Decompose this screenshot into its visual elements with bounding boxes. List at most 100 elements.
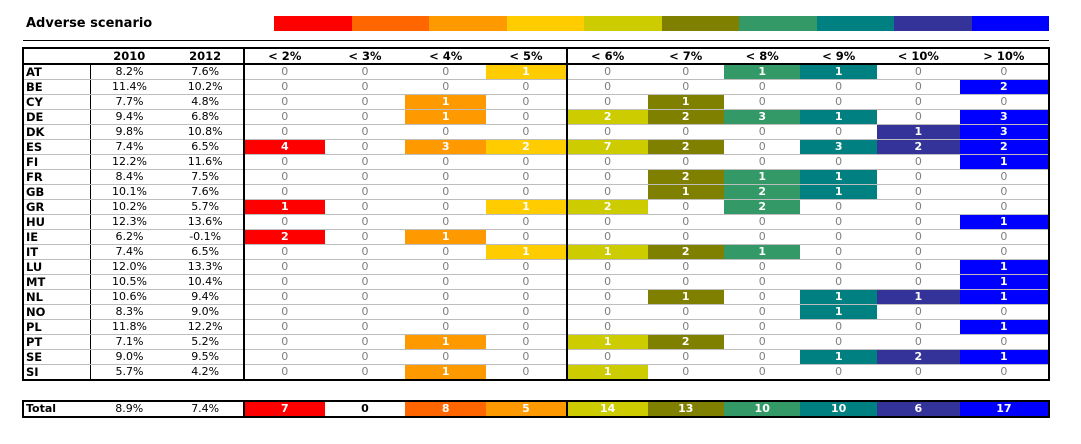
bin-cell: 1 <box>566 334 648 350</box>
bin-cell: 2 <box>876 349 960 365</box>
bin-cell: 0 <box>723 79 801 95</box>
total-bin: 14 <box>566 401 648 417</box>
ratio-2012-cell: 4.8% <box>167 94 245 110</box>
bin-cell: 0 <box>486 289 568 305</box>
ratio-2010-cell: 8.4% <box>90 169 168 185</box>
bin-cell: 0 <box>959 94 1049 110</box>
bin-cell: 0 <box>800 94 877 110</box>
bin-cell: 0 <box>243 349 325 365</box>
bin-cell: 0 <box>876 334 960 350</box>
total-bin: 5 <box>486 401 568 417</box>
bin-cell: 0 <box>959 364 1049 381</box>
ratio-2012-cell: 4.2% <box>167 364 245 381</box>
country-cell: IE <box>23 229 92 245</box>
bin-cell: 0 <box>647 304 724 320</box>
bin-cell: 0 <box>324 139 406 155</box>
total-2010: 8.9% <box>115 402 144 415</box>
table-row: IE 6.2% -0.1% 2 0 1 0 0 0 0 0 0 0 <box>23 229 1049 245</box>
bin-cell: 0 <box>324 124 406 140</box>
bin-cell: 0 <box>243 364 325 381</box>
bin-header: < 10% <box>876 48 960 65</box>
bin-cell: 0 <box>324 199 406 215</box>
bin-cell: 0 <box>876 169 960 185</box>
bin-cell: 0 <box>243 184 325 200</box>
bin-cell: 0 <box>566 94 648 110</box>
table-row: SI 5.7% 4.2% 0 0 1 0 1 0 0 0 0 0 <box>23 364 1049 381</box>
bin-cell: 0 <box>723 334 801 350</box>
bin-cell: 0 <box>876 79 960 95</box>
ratio-2012-cell: 5.2% <box>167 334 245 350</box>
bin-cell: 0 <box>405 124 487 140</box>
bin-cell: 0 <box>647 349 724 365</box>
bin-cell: 0 <box>486 349 568 365</box>
bin-cell: 2 <box>647 109 724 125</box>
bin-cell: 2 <box>723 199 801 215</box>
bin-cell: 0 <box>723 319 801 335</box>
table-row: GR 10.2% 5.7% 1 0 0 1 2 0 2 0 0 0 <box>23 199 1049 215</box>
bin-cell: 1 <box>959 214 1049 230</box>
bin-cell: 0 <box>566 229 648 245</box>
bin-cell: 1 <box>959 289 1049 305</box>
bin-cell: 1 <box>723 64 801 80</box>
table-row: FI 12.2% 11.6% 0 0 0 0 0 0 0 0 0 1 <box>23 154 1049 170</box>
bin-cell: 0 <box>800 274 877 290</box>
legend-swatch <box>506 16 584 31</box>
bin-cell: 0 <box>324 349 406 365</box>
country-cell: NL <box>23 289 92 305</box>
legend-swatch <box>584 16 662 31</box>
bin-cell: 0 <box>876 154 960 170</box>
ratio-2010-cell: 5.7% <box>90 364 168 381</box>
bin-cell: 0 <box>486 319 568 335</box>
bin-header: < 4% <box>405 48 487 65</box>
ratio-2012-cell: 5.7% <box>167 199 245 215</box>
year-2012-header: 2012 <box>167 48 245 65</box>
bin-cell: 0 <box>566 214 648 230</box>
ratio-2012-cell: 13.6% <box>167 214 245 230</box>
country-cell: LU <box>23 259 92 275</box>
country-cell: AT <box>23 64 92 80</box>
bin-cell: 0 <box>243 319 325 335</box>
bin-cell: 0 <box>405 214 487 230</box>
bin-cell: 0 <box>324 214 406 230</box>
table-row: AT 8.2% 7.6% 0 0 0 1 0 0 1 1 0 0 <box>23 64 1049 80</box>
ratio-2010-cell: 8.3% <box>90 304 168 320</box>
bin-cell: 1 <box>647 289 724 305</box>
bin-cell: 0 <box>723 289 801 305</box>
total-row: Total 8.9% 7.4% 7 0 8 5 14 13 10 10 6 17 <box>23 401 1049 417</box>
bin-cell: 0 <box>243 94 325 110</box>
bin-cell: 0 <box>647 229 724 245</box>
bin-header: < 9% <box>800 48 877 65</box>
bin-cell: 0 <box>800 79 877 95</box>
bin-cell: 0 <box>800 259 877 275</box>
bin-cell: 0 <box>243 214 325 230</box>
table-row: HU 12.3% 13.6% 0 0 0 0 0 0 0 0 0 1 <box>23 214 1049 230</box>
country-cell: MT <box>23 274 92 290</box>
ratio-2012-cell: 7.6% <box>167 64 245 80</box>
bin-cell: 0 <box>324 94 406 110</box>
ratio-2012-cell: 7.6% <box>167 184 245 200</box>
country-cell: GR <box>23 199 92 215</box>
total-bin: 6 <box>876 401 960 417</box>
ratio-2010-cell: 9.8% <box>90 124 168 140</box>
ratio-2012-cell: 9.0% <box>167 304 245 320</box>
bin-cell: 0 <box>486 229 568 245</box>
bin-cell: 0 <box>486 124 568 140</box>
bin-cell: 0 <box>800 319 877 335</box>
ratio-2010-cell: 10.6% <box>90 289 168 305</box>
bin-cell: 0 <box>959 304 1049 320</box>
bin-cell: 0 <box>566 184 648 200</box>
ratio-2012-cell: 12.2% <box>167 319 245 335</box>
bin-cell: 0 <box>324 109 406 125</box>
ratio-2012-cell: 6.8% <box>167 109 245 125</box>
ratio-2012-cell: 7.5% <box>167 169 245 185</box>
ratio-2010-cell: 7.7% <box>90 94 168 110</box>
bin-cell: 0 <box>405 304 487 320</box>
bin-cell: 0 <box>324 274 406 290</box>
divider <box>23 40 1049 41</box>
bin-cell: 0 <box>959 199 1049 215</box>
bin-cell: 0 <box>876 109 960 125</box>
header-row: 2010 2012 < 2% < 3% < 4% < 5% < 6% < 7% … <box>23 48 1049 65</box>
bin-cell: 0 <box>876 259 960 275</box>
bin-cell: 2 <box>566 199 648 215</box>
ratio-2010-cell: 12.3% <box>90 214 168 230</box>
